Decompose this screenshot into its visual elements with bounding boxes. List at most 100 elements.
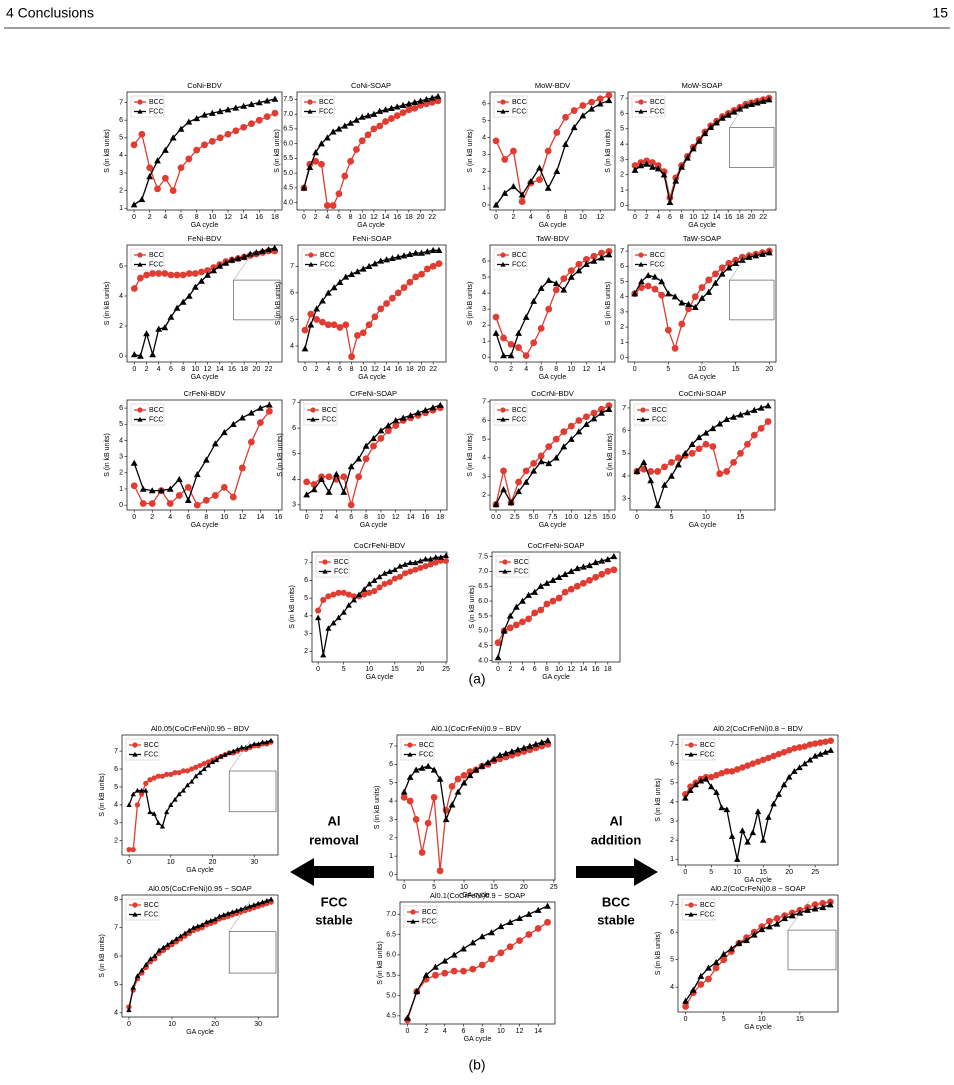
page-number: 15 bbox=[932, 5, 948, 21]
marker bbox=[177, 125, 185, 132]
legend-label: BCC bbox=[149, 407, 164, 414]
marker bbox=[531, 588, 539, 595]
legend-label: FCC bbox=[144, 911, 158, 918]
marker bbox=[151, 775, 157, 781]
marker bbox=[399, 109, 407, 117]
marker bbox=[384, 427, 392, 435]
marker bbox=[544, 902, 551, 909]
marker bbox=[172, 796, 178, 802]
legend-label: FCC bbox=[700, 911, 714, 918]
marker bbox=[519, 597, 526, 604]
marker bbox=[582, 260, 590, 267]
marker bbox=[410, 909, 416, 915]
marker bbox=[212, 916, 218, 922]
y-tick-label: 6 bbox=[119, 117, 123, 124]
y-axis-label: S (in kB units) bbox=[289, 585, 296, 629]
marker bbox=[723, 415, 731, 422]
marker bbox=[525, 615, 532, 623]
x-tick-label: 0 bbox=[402, 884, 406, 891]
marker bbox=[319, 318, 326, 326]
x-tick-label: 20 bbox=[748, 214, 756, 221]
marker bbox=[537, 458, 545, 465]
x-tick-label: 0 bbox=[302, 214, 306, 221]
marker bbox=[522, 313, 530, 320]
marker bbox=[435, 260, 443, 268]
inset-connector bbox=[729, 97, 750, 128]
marker bbox=[518, 198, 526, 205]
x-tick-label: 15 bbox=[490, 884, 498, 891]
y-axis-label: S (in kB units) bbox=[467, 282, 474, 326]
marker bbox=[736, 105, 744, 112]
marker bbox=[201, 761, 207, 767]
marker bbox=[396, 573, 404, 580]
x-tick-label: 18 bbox=[406, 366, 414, 373]
y-tick-label: 5 bbox=[622, 450, 626, 457]
y-tick-label: 7 bbox=[290, 263, 294, 270]
marker bbox=[323, 134, 331, 141]
marker bbox=[134, 973, 141, 979]
y-axis-label: S (in kB units) bbox=[605, 129, 612, 173]
marker bbox=[325, 473, 333, 481]
x-tick-label: 2 bbox=[314, 214, 318, 221]
marker bbox=[510, 183, 517, 190]
marker bbox=[422, 95, 430, 103]
marker bbox=[796, 744, 803, 751]
marker bbox=[191, 283, 199, 290]
y-tick-label: 1 bbox=[482, 185, 486, 192]
marker bbox=[712, 270, 719, 278]
arrow-text: Al bbox=[610, 813, 623, 828]
marker bbox=[358, 113, 366, 120]
x-tick-label: 14 bbox=[216, 366, 224, 373]
legend-label: BCC bbox=[334, 559, 349, 566]
y-tick-label: 5 bbox=[292, 451, 296, 458]
marker bbox=[318, 140, 325, 147]
y-tick-label: 1 bbox=[620, 339, 624, 346]
marker bbox=[180, 787, 186, 793]
marker bbox=[775, 791, 783, 797]
marker bbox=[166, 500, 174, 507]
marker bbox=[682, 1003, 690, 1010]
marker bbox=[428, 94, 436, 101]
marker bbox=[176, 791, 182, 797]
marker bbox=[530, 339, 538, 347]
marker bbox=[167, 271, 175, 279]
marker bbox=[532, 740, 540, 747]
marker bbox=[156, 947, 162, 953]
x-axis-label: GA cycle bbox=[539, 222, 567, 229]
marker bbox=[691, 293, 699, 301]
y-tick-label: 4.0 bbox=[478, 657, 488, 664]
y-axis-label: S (in kB units) bbox=[104, 282, 111, 326]
marker bbox=[391, 575, 398, 582]
x-tick-label: 6 bbox=[179, 214, 183, 221]
marker bbox=[365, 321, 373, 329]
y-tick-label: 2 bbox=[304, 648, 308, 655]
marker bbox=[132, 742, 138, 748]
marker bbox=[745, 253, 753, 260]
marker bbox=[811, 905, 819, 912]
y-axis-label: S (in kB units) bbox=[377, 941, 384, 985]
marker bbox=[347, 501, 355, 509]
marker bbox=[737, 411, 744, 418]
y-tick-label: 6 bbox=[622, 427, 626, 434]
marker bbox=[651, 273, 659, 280]
marker bbox=[407, 751, 413, 757]
marker bbox=[224, 106, 232, 113]
marker bbox=[364, 112, 372, 119]
marker bbox=[728, 768, 736, 775]
series-line bbox=[495, 254, 610, 357]
x-tick-label: 12 bbox=[567, 666, 575, 673]
y-axis-label: S (in kB units) bbox=[99, 934, 106, 978]
marker bbox=[688, 449, 696, 457]
marker bbox=[605, 251, 613, 258]
marker bbox=[460, 771, 468, 779]
y-tick-label: 3 bbox=[389, 816, 393, 823]
marker bbox=[432, 963, 439, 970]
marker bbox=[651, 285, 659, 293]
chart-title: Al0.1(CoCrFeNi)0.9 − BDV bbox=[431, 724, 521, 733]
x-tick-label: 10 bbox=[579, 214, 587, 221]
marker bbox=[562, 140, 569, 147]
marker bbox=[526, 742, 534, 749]
x-axis-label: GA cycle bbox=[191, 374, 219, 381]
